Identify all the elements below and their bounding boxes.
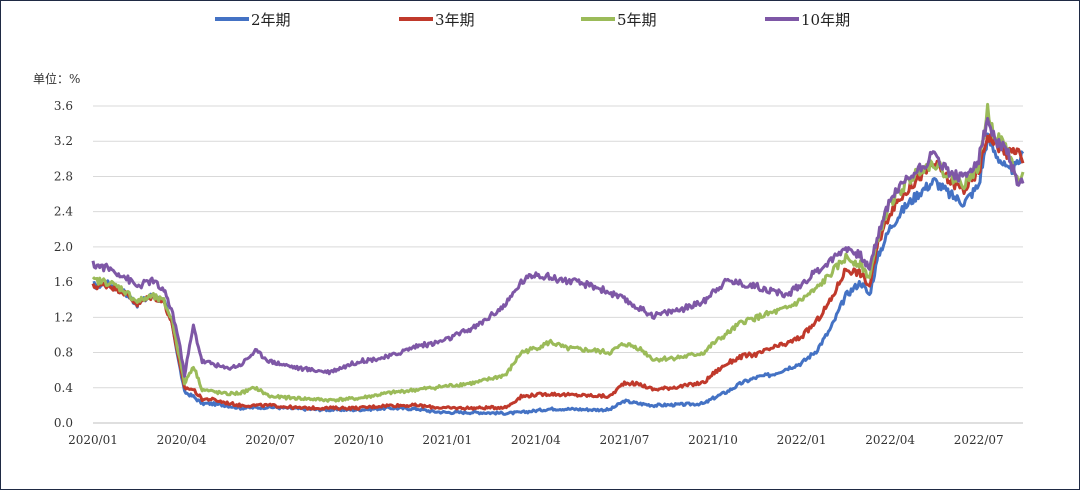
legend-label: 5年期: [617, 11, 657, 29]
x-tick-label: 2022/01: [777, 433, 827, 447]
x-tick-label: 2021/04: [511, 433, 561, 447]
x-tick-label: 2020/04: [157, 433, 207, 447]
x-axis-tick-labels: 2020/01 2020/04 2020/07 2020/10 2021/01 2021/…: [68, 433, 1004, 447]
y-tick-label: 2.4: [54, 205, 73, 219]
gridlines: [93, 105, 1023, 389]
x-tick-label: 2022/07: [954, 433, 1004, 447]
unit-label: 单位：%: [33, 71, 80, 86]
x-tick-label: 2020/01: [68, 433, 118, 447]
y-tick-label: 0.4: [54, 381, 73, 395]
x-tick-label: 2021/10: [688, 433, 738, 447]
x-tick-label: 2020/10: [334, 433, 384, 447]
legend: 2年期 3年期 5年期 10年期: [215, 11, 850, 29]
legend-label: 10年期: [801, 11, 850, 29]
x-tick-label: 2021/01: [422, 433, 472, 447]
series-line-3: [91, 102, 1025, 403]
x-tick-label: 2021/07: [599, 433, 649, 447]
y-tick-label: 3.6: [54, 99, 73, 113]
y-tick-label: 1.6: [54, 275, 73, 289]
series-lines: [91, 102, 1025, 416]
y-tick-label: 0.8: [54, 346, 73, 360]
y-axis-tick-labels: 0.0 0.4 0.8 1.2 1.6 2.0 2.4 2.8 3.2 3.6: [54, 99, 73, 430]
y-tick-label: 0.0: [54, 416, 73, 430]
x-tick-label: 2020/07: [245, 433, 295, 447]
series-line-2: [91, 133, 1025, 411]
legend-label: 3年期: [435, 11, 475, 29]
legend-label: 2年期: [251, 11, 291, 29]
series-line-4: [91, 116, 1025, 378]
y-tick-label: 2.0: [54, 240, 73, 254]
y-tick-label: 1.2: [54, 310, 73, 324]
x-tick-label: 2022/04: [865, 433, 915, 447]
y-tick-label: 3.2: [54, 134, 73, 148]
y-tick-label: 2.8: [54, 169, 73, 183]
